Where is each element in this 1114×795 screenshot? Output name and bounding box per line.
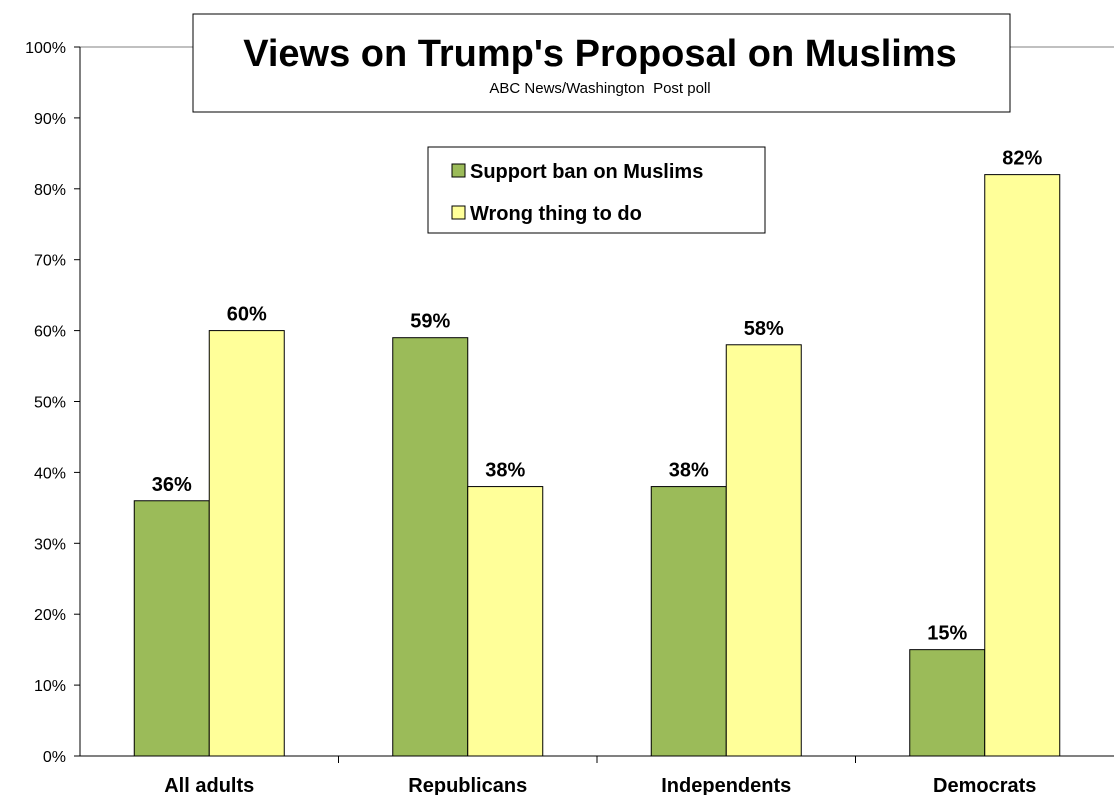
chart-subtitle: ABC News/Washington Post poll [489, 80, 710, 97]
data-label: 15% [927, 623, 967, 645]
data-labels: 36% 60% 59% 38% 38% 58% 15% 82% [152, 148, 1043, 645]
y-tick-label: 80% [34, 182, 66, 199]
y-tick-label: 100% [25, 40, 66, 57]
chart-title: Views on Trump's Proposal on Muslims [243, 33, 957, 75]
y-tick-label: 10% [34, 678, 66, 695]
bar [133, 500, 210, 757]
x-tick-label: Democrats [933, 775, 1036, 795]
x-tick-label: Independents [661, 775, 791, 795]
y-tick-label: 30% [34, 536, 66, 553]
bar [208, 330, 285, 757]
title-box: Views on Trump's Proposal on Muslims ABC… [192, 13, 1011, 113]
data-label: 38% [485, 460, 525, 482]
data-label: 36% [152, 474, 192, 496]
x-axis: All adults Republicans Independents Democra… [80, 755, 1114, 795]
x-tick-label: All adults [164, 775, 254, 795]
bar [725, 344, 802, 757]
x-tick-label: Republicans [408, 775, 527, 795]
data-label: 82% [1002, 148, 1042, 170]
y-tick-label: 40% [34, 465, 66, 482]
bar [467, 486, 544, 757]
bar [392, 337, 469, 757]
data-label: 58% [744, 318, 784, 340]
legend-label: Support ban on Muslims [470, 161, 703, 183]
y-tick-label: 20% [34, 607, 66, 624]
data-label: 59% [410, 311, 450, 333]
y-tick-label: 60% [34, 324, 66, 341]
data-label: 38% [669, 460, 709, 482]
data-label: 60% [227, 304, 267, 326]
legend-swatch [451, 163, 466, 178]
y-tick-label: 0% [43, 749, 66, 766]
bar [650, 486, 727, 757]
y-tick-label: 70% [34, 253, 66, 270]
legend: Support ban on Muslims Wrong thing to do [427, 146, 766, 234]
legend-swatch [451, 205, 466, 220]
y-tick-label: 90% [34, 111, 66, 128]
bar [984, 174, 1061, 757]
legend-label: Wrong thing to do [470, 203, 642, 225]
bars [133, 174, 1061, 757]
bar [909, 649, 986, 757]
y-axis: 0% 10% 20% 30% 40% 50% 60% 70% 80% 90% 100% [25, 40, 81, 766]
y-tick-label: 50% [34, 395, 66, 412]
